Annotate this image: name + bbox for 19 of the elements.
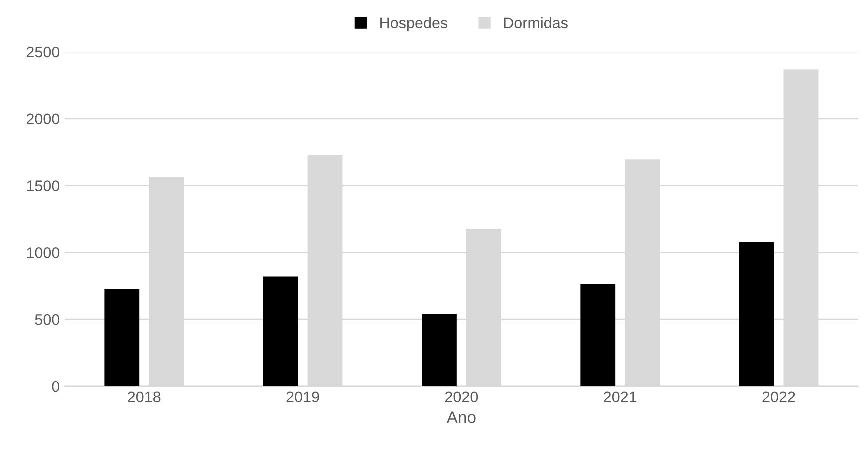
legend-label: Dormidas: [504, 17, 568, 29]
x-tick-label: 2019: [286, 392, 320, 403]
y-tick-label: 500: [35, 314, 60, 326]
legend-label: Hospedes: [380, 17, 448, 32]
bar: [580, 284, 616, 386]
x-tick-label: 2020: [445, 392, 478, 403]
x-tick-label: 2018: [128, 392, 161, 403]
x-tick-label: 2022: [762, 392, 796, 403]
x-tick-label: 2021: [604, 392, 637, 403]
x-axis-title: Ano: [446, 412, 476, 424]
y-tick-label: 1500: [27, 180, 60, 192]
y-tick-label: 1000: [27, 248, 60, 258]
bar: [422, 314, 457, 386]
y-tick-label: 0: [52, 381, 60, 392]
bar: [104, 289, 140, 386]
bar: [263, 276, 298, 386]
bar: [739, 242, 774, 386]
y-tick-label: 2500: [26, 46, 60, 58]
y-tick-label: 2000: [26, 114, 60, 125]
